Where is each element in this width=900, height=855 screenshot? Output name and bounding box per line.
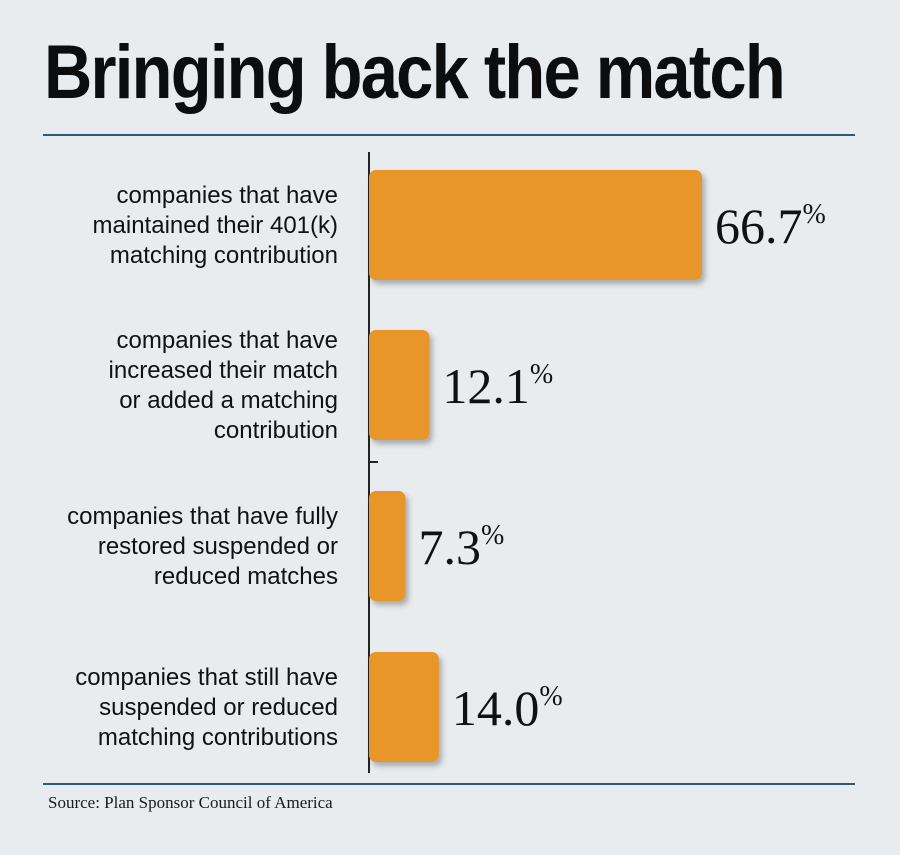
bars-group: companies that have maintained their 401(… bbox=[67, 170, 826, 762]
category-label-4: companies that still have suspended or re… bbox=[75, 664, 338, 751]
category-label-1: companies that have maintained their 401(… bbox=[93, 182, 338, 269]
bottom-divider bbox=[43, 783, 855, 785]
value-label-4: 14.0% bbox=[452, 680, 563, 736]
bar-3 bbox=[369, 491, 406, 601]
value-label-2: 12.1% bbox=[442, 358, 553, 414]
bar-2 bbox=[369, 330, 430, 440]
source-note: Source: Plan Sponsor Council of America bbox=[48, 793, 333, 812]
bar-1 bbox=[369, 170, 702, 280]
value-label-3: 7.3% bbox=[418, 519, 504, 575]
chart-title: Bringing back the match bbox=[44, 30, 786, 115]
bar-4 bbox=[369, 652, 439, 762]
top-divider bbox=[43, 134, 855, 136]
category-label-3: companies that have fully restored suspen… bbox=[67, 503, 338, 590]
value-label-1: 66.7% bbox=[715, 198, 826, 254]
category-label-2: companies that have increased their match… bbox=[109, 327, 338, 444]
